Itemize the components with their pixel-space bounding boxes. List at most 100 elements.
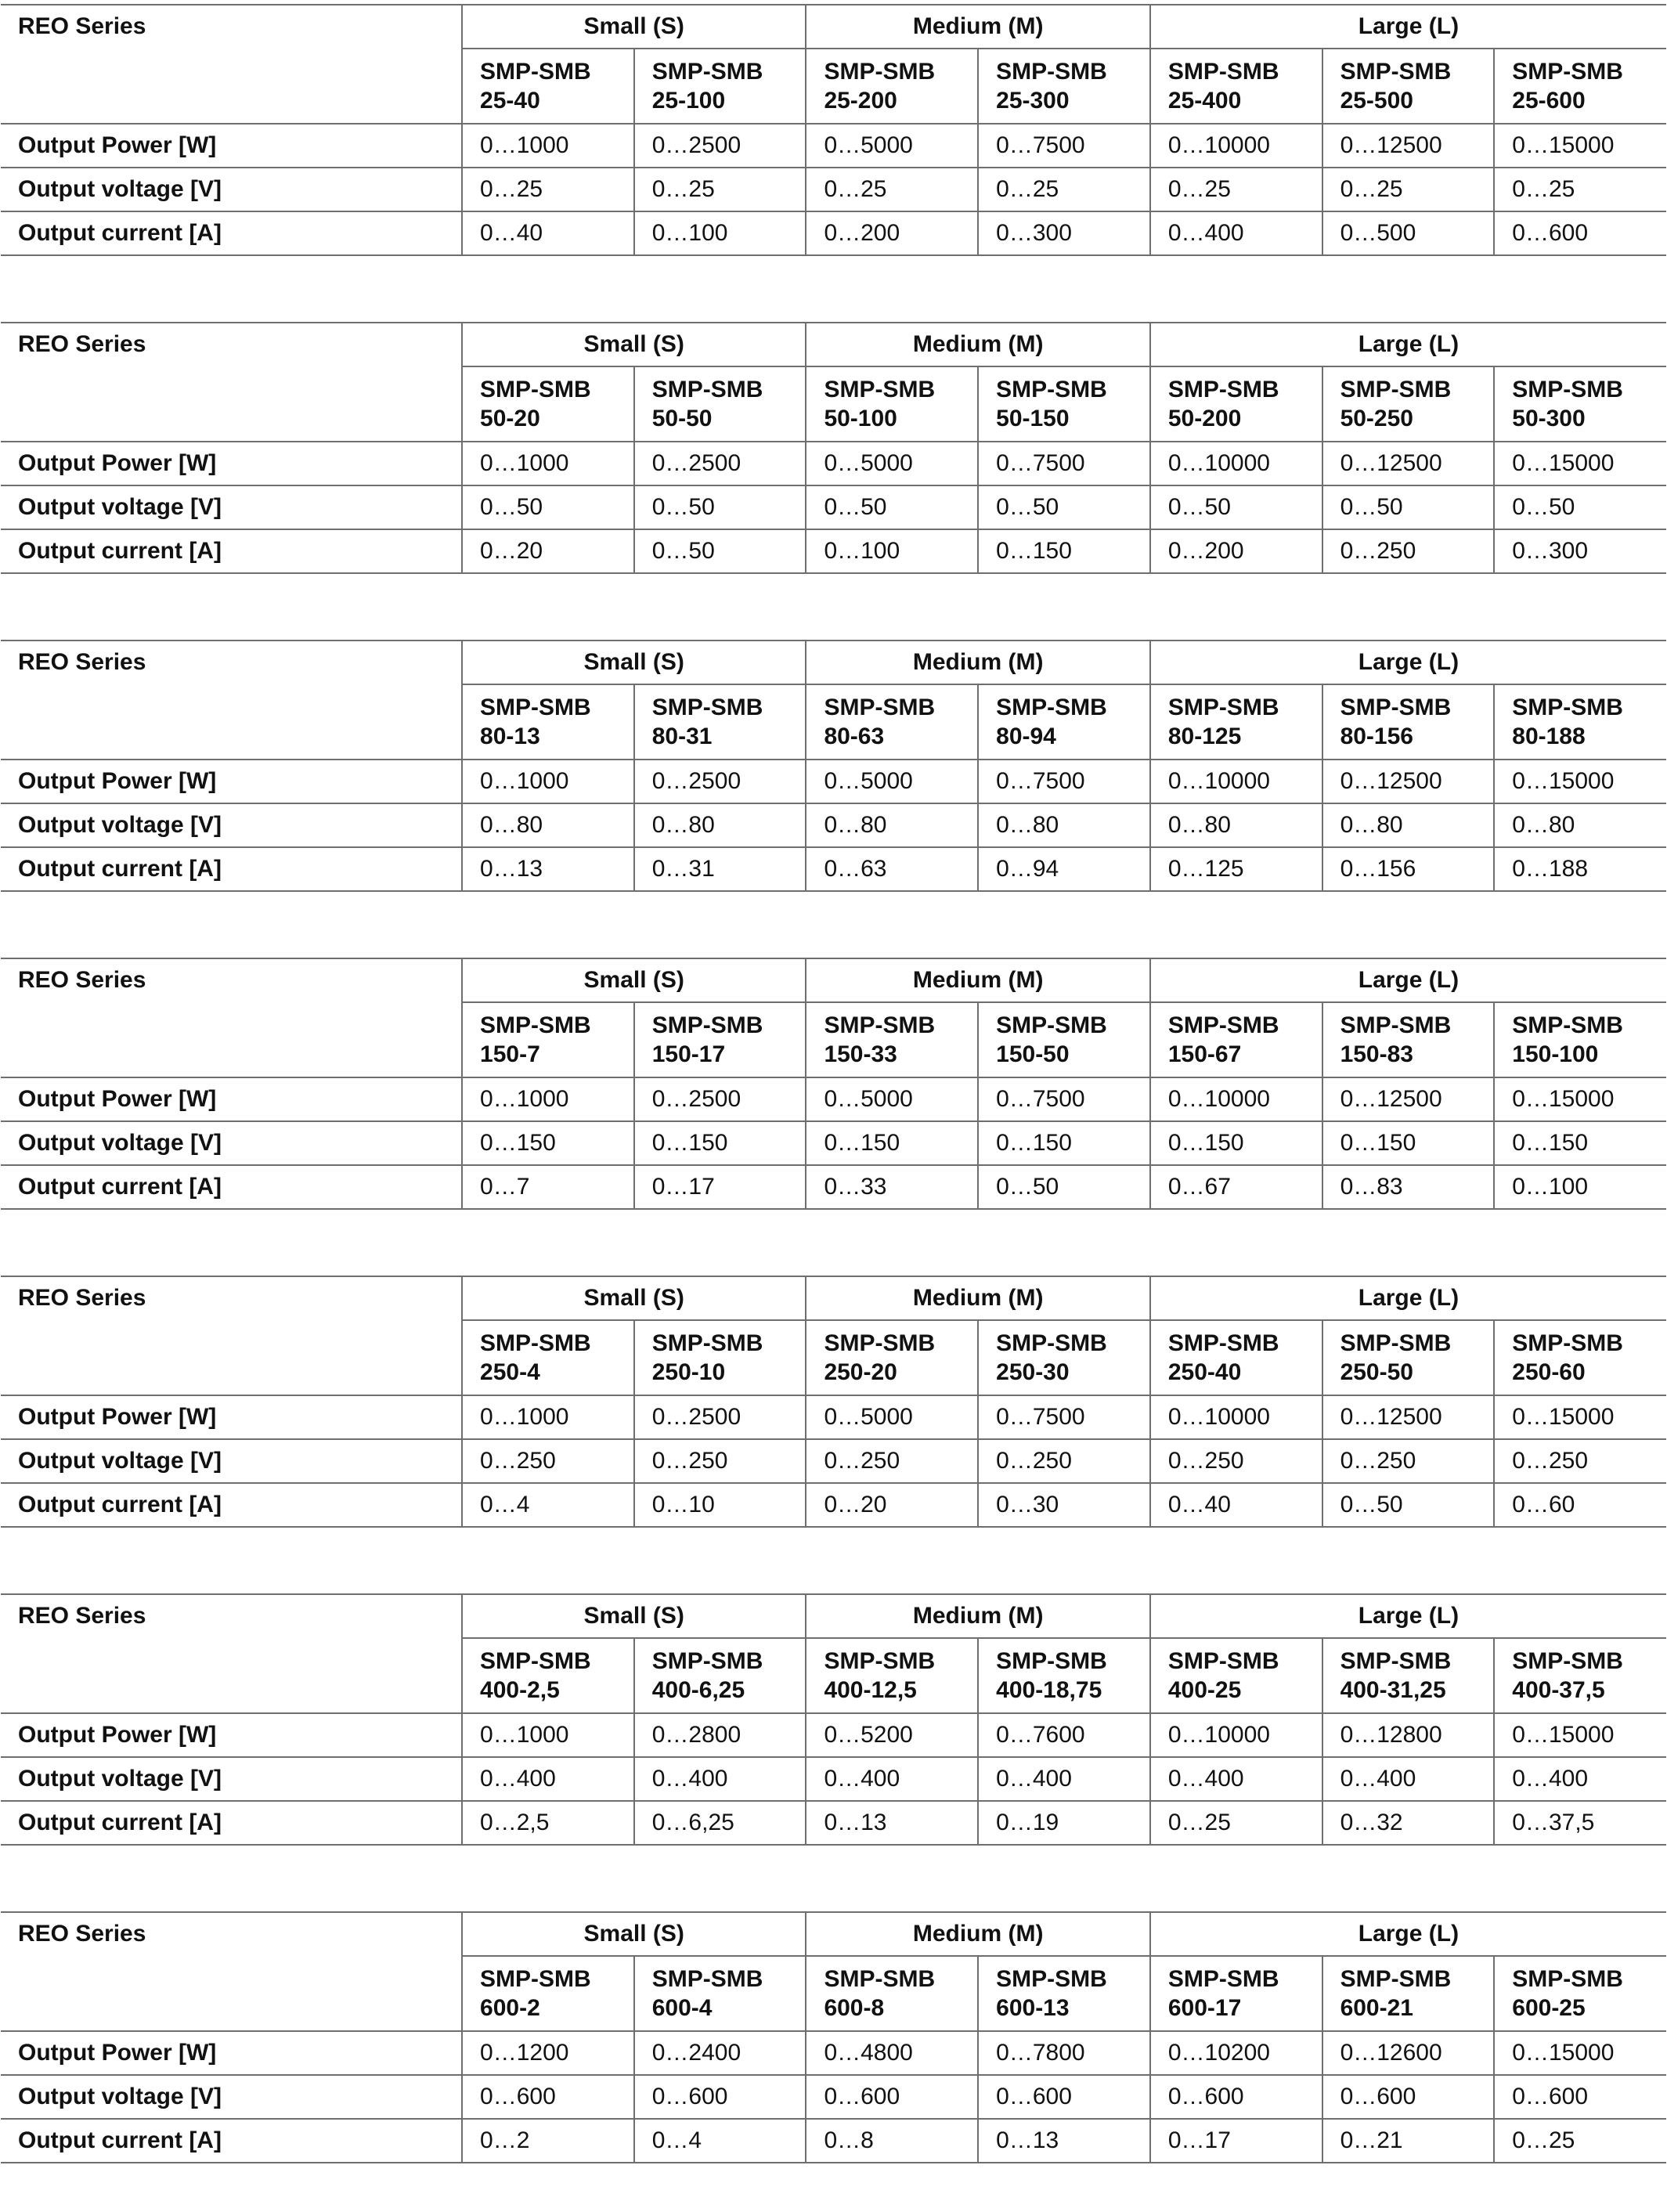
group-large-header: Large (L): [1149, 1276, 1666, 1321]
model-prefix: SMP-SMB: [651, 1648, 763, 1674]
row-label-power: Output Power [W]: [1, 1712, 464, 1758]
model-prefix: SMP-SMB: [1340, 695, 1452, 720]
model-prefix: SMP-SMB: [1340, 1966, 1452, 1992]
current-value-cell: 0…200: [805, 211, 980, 256]
voltage-value-cell: 0…150: [977, 1120, 1151, 1166]
model-name-cell: SMP-SMB 400-6,25: [633, 1637, 807, 1714]
current-value-cell: 0…20: [461, 529, 635, 574]
model-code: 400-37,5: [1512, 1677, 1605, 1703]
row-label-current: Output current [A]: [1, 2118, 464, 2163]
power-value-cell: 0…5200: [805, 1712, 980, 1758]
current-value-cell: 0…33: [805, 1164, 980, 1210]
row-label-current: Output current [A]: [1, 211, 464, 256]
current-value-cell: 0…6,25: [633, 1800, 807, 1846]
row-label-voltage: Output voltage [V]: [1, 1756, 464, 1802]
power-value-cell: 0…1000: [461, 441, 635, 486]
row-current: Output current [A] 0…2 0…4 0…8 0…13 0…17 0…21 0…: [1, 2118, 1666, 2163]
model-code: 600-17: [1167, 1995, 1242, 2021]
current-value-cell: 0…31: [633, 846, 807, 892]
model-name-cell: SMP-SMB 80-13: [462, 684, 635, 760]
row-label-voltage: Output voltage [V]: [1, 1120, 464, 1166]
voltage-value-cell: 0…150: [633, 1120, 807, 1166]
voltage-value-cell: 0…25: [977, 167, 1151, 212]
group-medium-header: Medium (M): [805, 640, 1151, 685]
current-value-cell: 0…13: [977, 2118, 1151, 2163]
model-code: 400-12,5: [824, 1677, 917, 1703]
model-name-cell: SMP-SMB 250-60: [1493, 1319, 1666, 1396]
model-prefix: SMP-SMB: [651, 695, 763, 720]
current-value-cell: 0…25: [1493, 2118, 1666, 2163]
model-code: 80-125: [1167, 724, 1242, 749]
model-name-cell: SMP-SMB 600-21: [1321, 1955, 1496, 2032]
row-power: Output Power [W] 0…1000 0…2500 0…5000 0…7500…: [1, 123, 1666, 168]
group-large-header: Large (L): [1149, 1911, 1666, 1957]
model-code: 600-13: [996, 1995, 1070, 2021]
row-label-current: Output current [A]: [1, 1800, 464, 1846]
model-name-cell: SMP-SMB 400-25: [1149, 1637, 1323, 1714]
row-current: Output current [A] 0…7 0…17 0…33 0…50 0…67 0…8…: [1, 1164, 1666, 1210]
power-value-cell: 0…15000: [1493, 1077, 1666, 1122]
row-voltage: Output voltage [V] 0…50 0…50 0…50 0…50 0…50 0……: [1, 485, 1666, 530]
model-prefix: SMP-SMB: [651, 377, 763, 402]
model-prefix: SMP-SMB: [480, 377, 591, 402]
current-value-cell: 0…7: [461, 1164, 635, 1210]
row-label-voltage: Output voltage [V]: [1, 803, 464, 848]
row-current: Output current [A] 0…4 0…10 0…20 0…30 0…40 0…5…: [1, 1482, 1666, 1528]
model-header-row: SMP-SMB 400-2,5 SMP-SMB 400-6,25 SMP-SMB 400-…: [1, 1637, 1666, 1714]
row-voltage: Output voltage [V] 0…400 0…400 0…400 0…400 0……: [1, 1756, 1666, 1802]
power-value-cell: 0…15000: [1493, 1395, 1666, 1440]
power-value-cell: 0…7500: [977, 123, 1151, 168]
row-power: Output Power [W] 0…1000 0…2500 0…5000 0…7500…: [1, 759, 1666, 804]
model-name-cell: SMP-SMB 50-200: [1149, 366, 1323, 442]
voltage-value-cell: 0…400: [461, 1756, 635, 1802]
current-value-cell: 0…13: [805, 1800, 980, 1846]
series-label: REO Series: [1, 1276, 464, 1396]
series-label: REO Series: [1, 4, 464, 124]
voltage-value-cell: 0…80: [977, 803, 1151, 848]
model-code: 400-25: [1167, 1677, 1242, 1703]
model-name-cell: SMP-SMB 600-4: [633, 1955, 807, 2032]
row-label-power: Output Power [W]: [1, 1395, 464, 1440]
voltage-value-cell: 0…25: [633, 167, 807, 212]
model-code: 80-188: [1512, 724, 1586, 749]
group-large-header: Large (L): [1149, 1593, 1666, 1639]
model-name-cell: SMP-SMB 150-67: [1149, 1001, 1323, 1078]
model-prefix: SMP-SMB: [1340, 377, 1452, 402]
voltage-value-cell: 0…150: [461, 1120, 635, 1166]
voltage-value-cell: 0…600: [977, 2074, 1151, 2120]
model-code: 600-4: [651, 1995, 713, 2021]
current-value-cell: 0…100: [805, 529, 980, 574]
row-current: Output current [A] 0…2,5 0…6,25 0…13 0…19 0…2…: [1, 1800, 1666, 1846]
voltage-value-cell: 0…25: [1321, 167, 1496, 212]
model-prefix: SMP-SMB: [1167, 695, 1279, 720]
power-value-cell: 0…12800: [1321, 1712, 1496, 1758]
model-name-cell: SMP-SMB 250-10: [633, 1319, 807, 1396]
voltage-value-cell: 0…400: [1321, 1756, 1496, 1802]
voltage-value-cell: 0…600: [1493, 2074, 1666, 2120]
model-prefix: SMP-SMB: [996, 59, 1107, 85]
model-name-cell: SMP-SMB 400-18,75: [977, 1637, 1151, 1714]
model-code: 250-20: [824, 1359, 897, 1385]
current-value-cell: 0…100: [633, 211, 807, 256]
power-value-cell: 0…2500: [633, 441, 807, 486]
model-header-row: SMP-SMB 50-20 SMP-SMB 50-50 SMP-SMB 50-100 SMP…: [1, 366, 1666, 442]
model-prefix: SMP-SMB: [651, 1012, 763, 1038]
model-code: 150-17: [651, 1041, 726, 1067]
model-name-cell: SMP-SMB 25-400: [1149, 48, 1323, 124]
model-prefix: SMP-SMB: [1167, 1648, 1279, 1674]
model-code: 150-7: [480, 1041, 540, 1067]
series-label: REO Series: [1, 958, 464, 1078]
group-medium-header: Medium (M): [805, 4, 1151, 49]
current-value-cell: 0…37,5: [1493, 1800, 1666, 1846]
current-value-cell: 0…63: [805, 846, 980, 892]
model-code: 50-250: [1340, 406, 1413, 431]
group-large-header: Large (L): [1149, 4, 1666, 49]
current-value-cell: 0…200: [1149, 529, 1323, 574]
model-code: 150-83: [1340, 1041, 1413, 1067]
model-name-cell: SMP-SMB 600-2: [462, 1955, 635, 2032]
spec-table: REO Series Small (S) Medium (M) Large (L) SM…: [1, 958, 1666, 1210]
current-value-cell: 0…17: [1149, 2118, 1323, 2163]
model-code: 250-40: [1167, 1359, 1242, 1385]
model-code: 80-13: [480, 724, 540, 749]
model-code: 400-6,25: [651, 1677, 745, 1703]
